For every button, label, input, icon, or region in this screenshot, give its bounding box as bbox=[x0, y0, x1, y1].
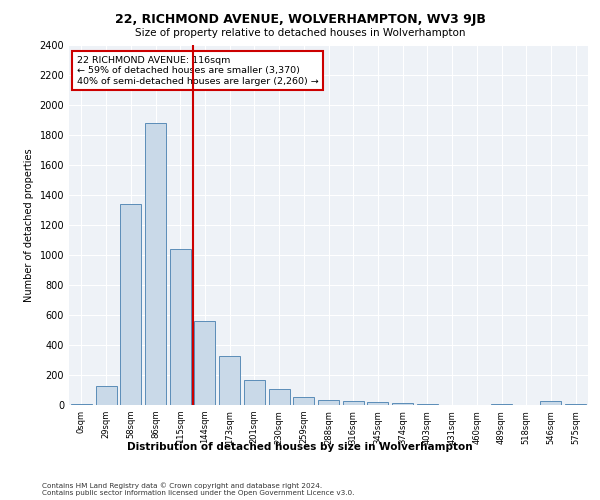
Bar bbox=[293, 397, 314, 405]
Text: Contains public sector information licensed under the Open Government Licence v3: Contains public sector information licen… bbox=[42, 490, 355, 496]
Bar bbox=[541, 401, 562, 405]
Bar bbox=[417, 404, 438, 405]
Bar bbox=[367, 402, 388, 405]
Text: Distribution of detached houses by size in Wolverhampton: Distribution of detached houses by size … bbox=[127, 442, 473, 452]
Bar bbox=[318, 400, 339, 405]
Bar bbox=[120, 204, 141, 405]
Bar bbox=[343, 401, 364, 405]
Bar bbox=[170, 249, 191, 405]
Bar bbox=[244, 380, 265, 405]
Text: 22, RICHMOND AVENUE, WOLVERHAMPTON, WV3 9JB: 22, RICHMOND AVENUE, WOLVERHAMPTON, WV3 … bbox=[115, 12, 485, 26]
Bar bbox=[565, 404, 586, 405]
Bar bbox=[145, 123, 166, 405]
Bar bbox=[71, 404, 92, 405]
Bar bbox=[269, 389, 290, 405]
Bar bbox=[491, 404, 512, 405]
Bar bbox=[194, 321, 215, 405]
Text: 22 RICHMOND AVENUE: 116sqm
← 59% of detached houses are smaller (3,370)
40% of s: 22 RICHMOND AVENUE: 116sqm ← 59% of deta… bbox=[77, 56, 319, 86]
Bar bbox=[392, 403, 413, 405]
Y-axis label: Number of detached properties: Number of detached properties bbox=[24, 148, 34, 302]
Text: Size of property relative to detached houses in Wolverhampton: Size of property relative to detached ho… bbox=[135, 28, 465, 38]
Text: Contains HM Land Registry data © Crown copyright and database right 2024.: Contains HM Land Registry data © Crown c… bbox=[42, 482, 322, 489]
Bar bbox=[95, 386, 116, 405]
Bar bbox=[219, 356, 240, 405]
